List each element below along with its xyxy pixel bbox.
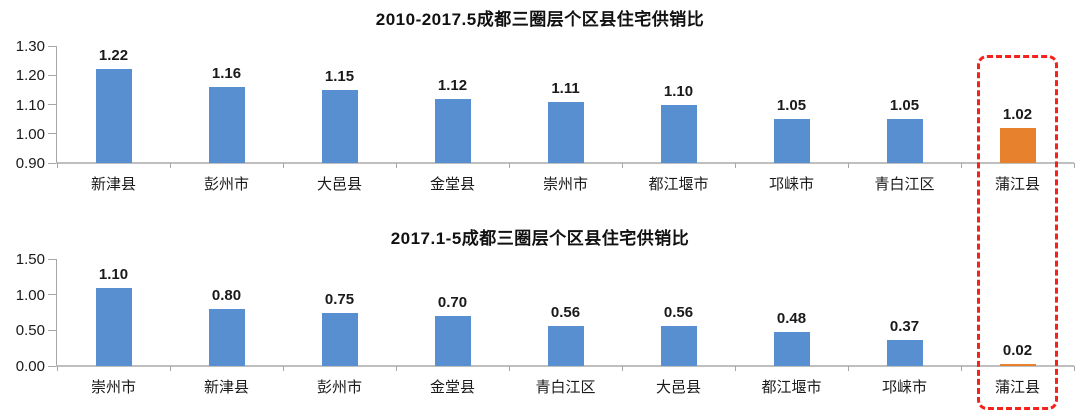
bar-value-label: 0.37 (889, 317, 920, 335)
x-tick-mark (395, 366, 397, 371)
y-tick-mark (48, 294, 56, 296)
bar (773, 119, 810, 163)
bar (321, 312, 358, 366)
category-label: 新津县 (203, 379, 249, 396)
y-tick-mark (48, 258, 56, 260)
x-tick-mark (282, 366, 284, 371)
category-label: 金堂县 (429, 176, 475, 193)
bar (434, 98, 471, 163)
bar (773, 331, 810, 366)
y-tick-mark (48, 74, 56, 76)
bar (547, 326, 584, 366)
y-tick-label: 0.00 (15, 358, 45, 375)
bar (547, 101, 584, 163)
x-tick-mark (56, 366, 58, 371)
bar (95, 69, 132, 163)
category-label: 青白江区 (874, 176, 935, 193)
category-label: 彭州市 (316, 379, 362, 396)
bar (660, 104, 697, 163)
bar-highlighted (999, 364, 1036, 366)
y-tick-mark (48, 162, 56, 164)
category-label: 大邑县 (316, 176, 362, 193)
x-tick-mark (621, 366, 623, 371)
bar-highlighted (999, 127, 1036, 163)
x-axis-line (56, 162, 1074, 164)
x-tick-mark (169, 163, 171, 168)
x-tick-mark (734, 366, 736, 371)
bar-value-label: 1.05 (776, 97, 807, 115)
category-label: 邛崃市 (881, 379, 927, 396)
category-label: 大邑县 (655, 379, 701, 396)
y-tick-label: 1.10 (15, 96, 45, 114)
bar-value-label: 1.12 (437, 76, 468, 94)
x-tick-mark (508, 163, 510, 168)
y-tick-label: 1.20 (15, 67, 45, 85)
bar-value-label: 1.16 (211, 64, 242, 82)
x-tick-mark (56, 163, 58, 168)
bar-value-label: 1.02 (1002, 105, 1033, 123)
category-label: 金堂县 (429, 379, 475, 396)
y-tick-label: 1.30 (15, 38, 45, 55)
bar-value-label: 0.48 (776, 309, 807, 327)
category-label: 邛崃市 (768, 176, 814, 193)
y-tick-label: 0.90 (15, 155, 45, 172)
bar-value-label: 1.22 (98, 47, 129, 65)
x-tick-mark (621, 163, 623, 168)
y-tick-label: 1.00 (15, 125, 45, 143)
x-tick-mark (508, 366, 510, 371)
category-label: 彭州市 (203, 176, 249, 193)
plot-area-bottom: 1.50 1.00 0.50 0.00 1.10 崇州市 0.80 新津县 0.75 彭州市 0.7… (16, 252, 1075, 395)
y-tick-label: 1.50 (15, 251, 45, 268)
x-tick-mark (1073, 366, 1075, 371)
x-tick-mark (960, 163, 962, 168)
bar-value-label: 0.56 (663, 304, 694, 322)
bar-value-label: 1.10 (98, 265, 129, 283)
category-label: 蒲江县 (994, 379, 1040, 396)
x-tick-mark (847, 163, 849, 168)
category-label: 崇州市 (542, 176, 588, 193)
bar-value-label: 1.15 (324, 67, 355, 85)
x-tick-mark (395, 163, 397, 168)
y-tick-mark (48, 365, 56, 367)
x-tick-mark (734, 163, 736, 168)
bar-value-label: 0.70 (437, 294, 468, 312)
category-label: 蒲江县 (994, 176, 1040, 193)
x-tick-mark (282, 163, 284, 168)
chart-title-bottom: 2017.1-5成都三圈层个区县住宅供销比 (390, 229, 690, 248)
bar (208, 86, 245, 163)
bar (660, 326, 697, 366)
bar-value-label: 0.02 (1002, 342, 1033, 359)
category-label: 青白江区 (535, 379, 596, 396)
bar-value-label: 1.10 (663, 82, 694, 100)
y-tick-mark (48, 329, 56, 331)
x-axis-line (56, 365, 1074, 367)
y-tick-mark (48, 133, 56, 135)
category-label: 新津县 (90, 176, 136, 193)
x-tick-mark (169, 366, 171, 371)
category-label: 都江堰市 (761, 379, 822, 396)
bar (321, 89, 358, 163)
y-tick-label: 0.50 (15, 322, 45, 340)
bar-value-label: 0.75 (324, 290, 355, 308)
x-tick-mark (960, 366, 962, 371)
chart-title-top: 2010-2017.5成都三圈层个区县住宅供销比 (375, 10, 705, 29)
y-tick-label: 1.00 (15, 286, 45, 304)
bar (886, 339, 923, 366)
bar (886, 119, 923, 163)
bar (434, 316, 471, 366)
x-tick-mark (1073, 163, 1075, 168)
category-label: 崇州市 (90, 379, 136, 396)
bar-value-label: 1.05 (889, 97, 920, 115)
bar (95, 287, 132, 366)
bar (208, 308, 245, 366)
x-tick-mark (847, 366, 849, 371)
category-label: 都江堰市 (648, 176, 709, 193)
y-tick-mark (48, 104, 56, 105)
bar-value-label: 0.80 (211, 286, 242, 304)
plot-area-top: 1.30 1.20 1.10 1.00 0.90 1.22 新津县 1.16 彭州市 1.15 大邑… (16, 39, 1075, 192)
y-tick-mark (48, 45, 56, 47)
bar-value-label: 1.11 (551, 79, 580, 97)
bar-value-label: 0.56 (550, 304, 581, 322)
